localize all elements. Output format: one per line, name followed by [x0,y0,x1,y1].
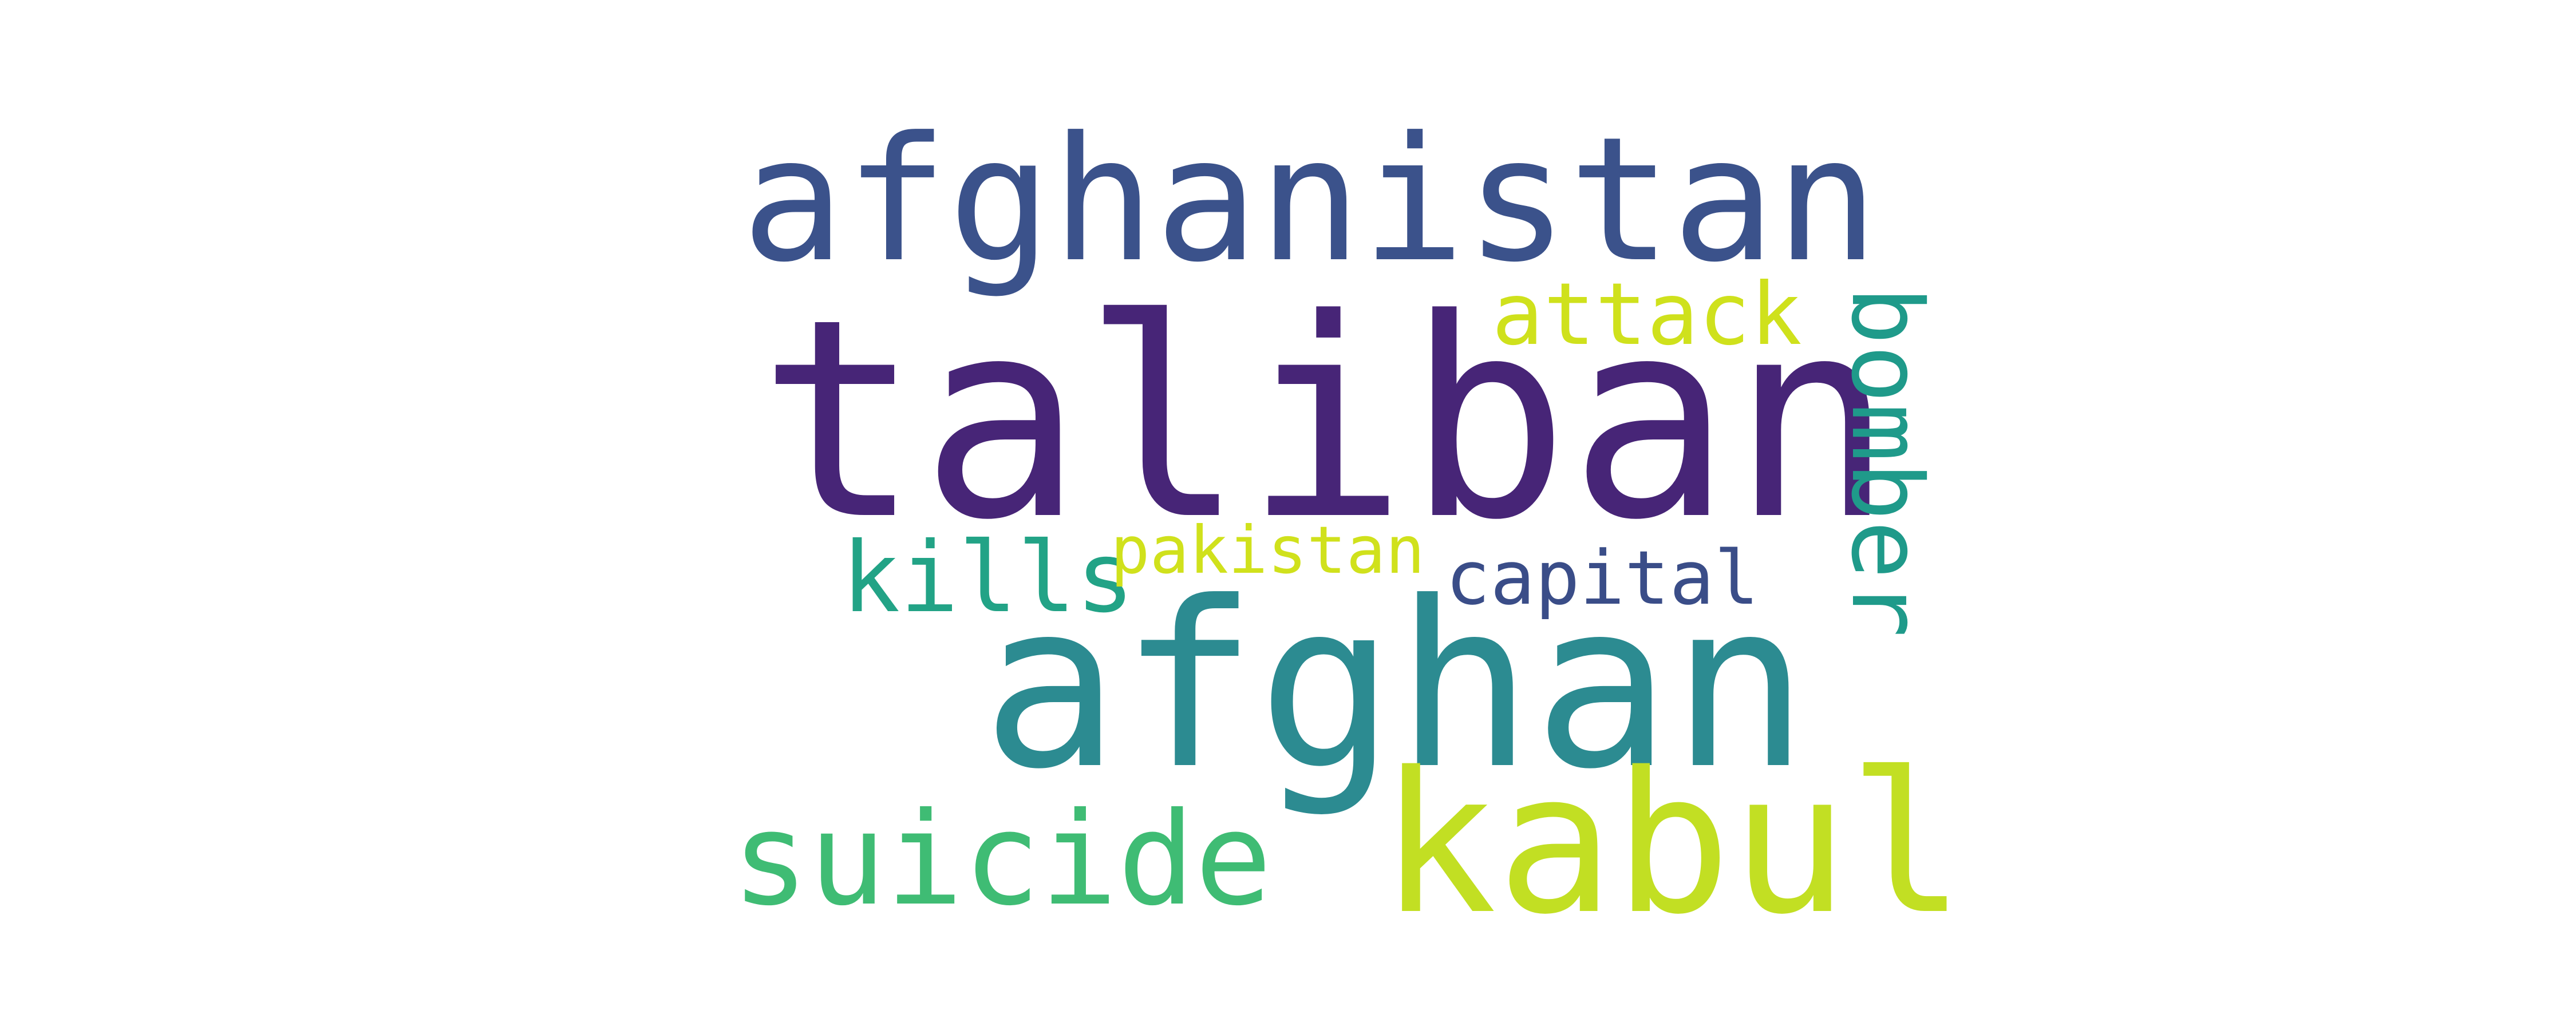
word-capital: capital [1445,534,1759,621]
word-afghan: afghan [982,553,1809,819]
word-kabul: kabul [1380,731,1966,957]
word-bomber: bomber [1830,286,1943,638]
word-taliban: taliban [758,260,1894,580]
word-suicide: suicide [732,785,1273,934]
word-afghanistan: afghanistan [741,100,1879,300]
word-kills: kills [841,521,1135,635]
word-attack: attack [1492,265,1802,365]
word-pakistan: pakistan [1111,512,1425,588]
